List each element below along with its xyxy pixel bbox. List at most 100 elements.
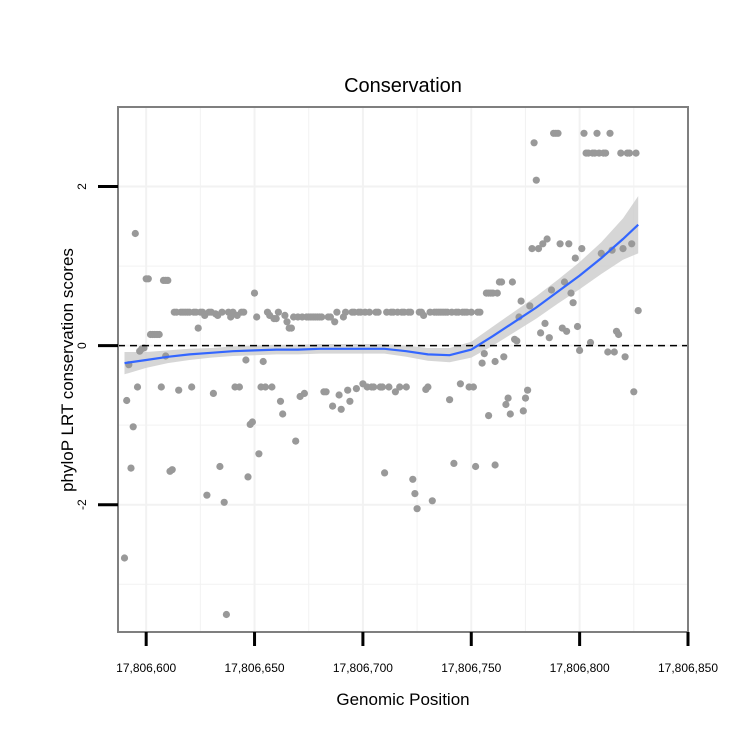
data-point bbox=[586, 338, 595, 347]
data-point bbox=[619, 245, 627, 253]
data-point bbox=[300, 389, 308, 397]
data-point bbox=[391, 388, 399, 396]
data-point bbox=[155, 330, 163, 339]
data-point bbox=[519, 407, 527, 415]
data-point bbox=[476, 308, 484, 316]
confidence-ribbon-layer bbox=[124, 196, 639, 375]
data-point bbox=[188, 383, 196, 391]
data-point bbox=[424, 383, 432, 391]
data-point bbox=[420, 311, 428, 319]
data-point bbox=[352, 385, 360, 393]
data-point bbox=[194, 324, 202, 332]
data-point bbox=[164, 276, 172, 284]
data-point bbox=[261, 383, 269, 391]
data-point bbox=[478, 359, 486, 367]
data-point bbox=[411, 490, 419, 498]
data-point bbox=[563, 327, 571, 335]
data-point bbox=[428, 497, 436, 505]
data-point bbox=[537, 329, 545, 337]
data-point bbox=[602, 149, 610, 157]
data-point bbox=[467, 308, 475, 316]
data-point bbox=[318, 313, 326, 321]
data-point bbox=[209, 389, 217, 397]
data-point bbox=[287, 324, 295, 332]
data-point bbox=[502, 400, 510, 409]
data-point bbox=[242, 356, 250, 364]
x-tick-label: 17,806,600 bbox=[116, 661, 176, 675]
data-point bbox=[255, 450, 263, 458]
data-point bbox=[480, 350, 488, 358]
data-point bbox=[276, 397, 285, 405]
data-point bbox=[342, 308, 350, 316]
data-point bbox=[517, 297, 525, 305]
y-axis: -2 0 2 bbox=[75, 183, 118, 510]
data-point bbox=[528, 245, 536, 253]
data-point bbox=[385, 383, 393, 391]
data-point bbox=[331, 318, 339, 326]
data-point bbox=[127, 464, 135, 472]
data-point bbox=[272, 315, 280, 323]
data-point bbox=[216, 462, 224, 471]
data-point bbox=[530, 139, 538, 147]
data-point bbox=[543, 235, 551, 243]
data-point bbox=[378, 383, 386, 391]
data-point bbox=[120, 554, 129, 562]
data-point bbox=[175, 386, 183, 394]
data-point bbox=[370, 383, 378, 391]
data-point bbox=[131, 229, 139, 238]
data-point bbox=[573, 322, 582, 331]
data-point bbox=[485, 412, 493, 420]
data-point bbox=[220, 498, 228, 506]
data-point bbox=[344, 386, 352, 394]
data-point bbox=[491, 461, 499, 469]
data-point bbox=[446, 396, 454, 404]
x-tick-label: 17,806,750 bbox=[441, 661, 501, 675]
x-axis: 17,806,600 17,806,650 17,806,700 17,806,750… bbox=[116, 632, 718, 675]
panel-border bbox=[117, 106, 689, 633]
data-point bbox=[578, 245, 586, 253]
data-point bbox=[250, 289, 259, 297]
y-tick-label: 2 bbox=[75, 183, 89, 190]
data-point bbox=[129, 423, 137, 431]
data-point bbox=[396, 383, 404, 391]
data-point bbox=[407, 308, 415, 316]
data-point bbox=[615, 330, 623, 339]
data-point bbox=[604, 348, 612, 356]
data-point bbox=[504, 394, 512, 402]
data-point bbox=[576, 346, 584, 354]
data-point bbox=[593, 129, 601, 137]
smooth-line-layer bbox=[124, 223, 639, 365]
data-point bbox=[506, 410, 514, 418]
data-point bbox=[274, 308, 282, 316]
data-point bbox=[621, 353, 629, 361]
x-tick-label: 17,806,800 bbox=[550, 661, 610, 675]
data-point bbox=[554, 129, 562, 137]
data-point bbox=[580, 129, 588, 137]
y-axis-title: phyloP LRT conservation scores bbox=[58, 248, 77, 492]
data-point bbox=[560, 278, 569, 286]
data-point bbox=[508, 278, 516, 286]
data-point bbox=[365, 308, 373, 316]
data-point bbox=[333, 308, 341, 316]
data-point bbox=[326, 313, 334, 321]
data-point bbox=[253, 313, 261, 321]
x-tick-label: 17,806,700 bbox=[333, 661, 393, 675]
data-point bbox=[402, 383, 410, 391]
x-axis-title: Genomic Position bbox=[336, 690, 469, 709]
data-point bbox=[337, 405, 345, 413]
data-point bbox=[513, 337, 521, 345]
data-point bbox=[524, 386, 532, 394]
data-point bbox=[244, 473, 252, 481]
data-point bbox=[569, 299, 577, 307]
data-point bbox=[218, 308, 226, 316]
data-point bbox=[493, 289, 501, 297]
data-point bbox=[628, 240, 636, 248]
data-point bbox=[235, 383, 243, 391]
data-point bbox=[322, 388, 330, 396]
data-point bbox=[123, 396, 131, 405]
data-point bbox=[534, 245, 543, 253]
y-tick-label: 0 bbox=[75, 342, 89, 349]
data-point bbox=[240, 308, 248, 316]
data-point bbox=[283, 318, 291, 326]
data-point bbox=[329, 402, 337, 410]
